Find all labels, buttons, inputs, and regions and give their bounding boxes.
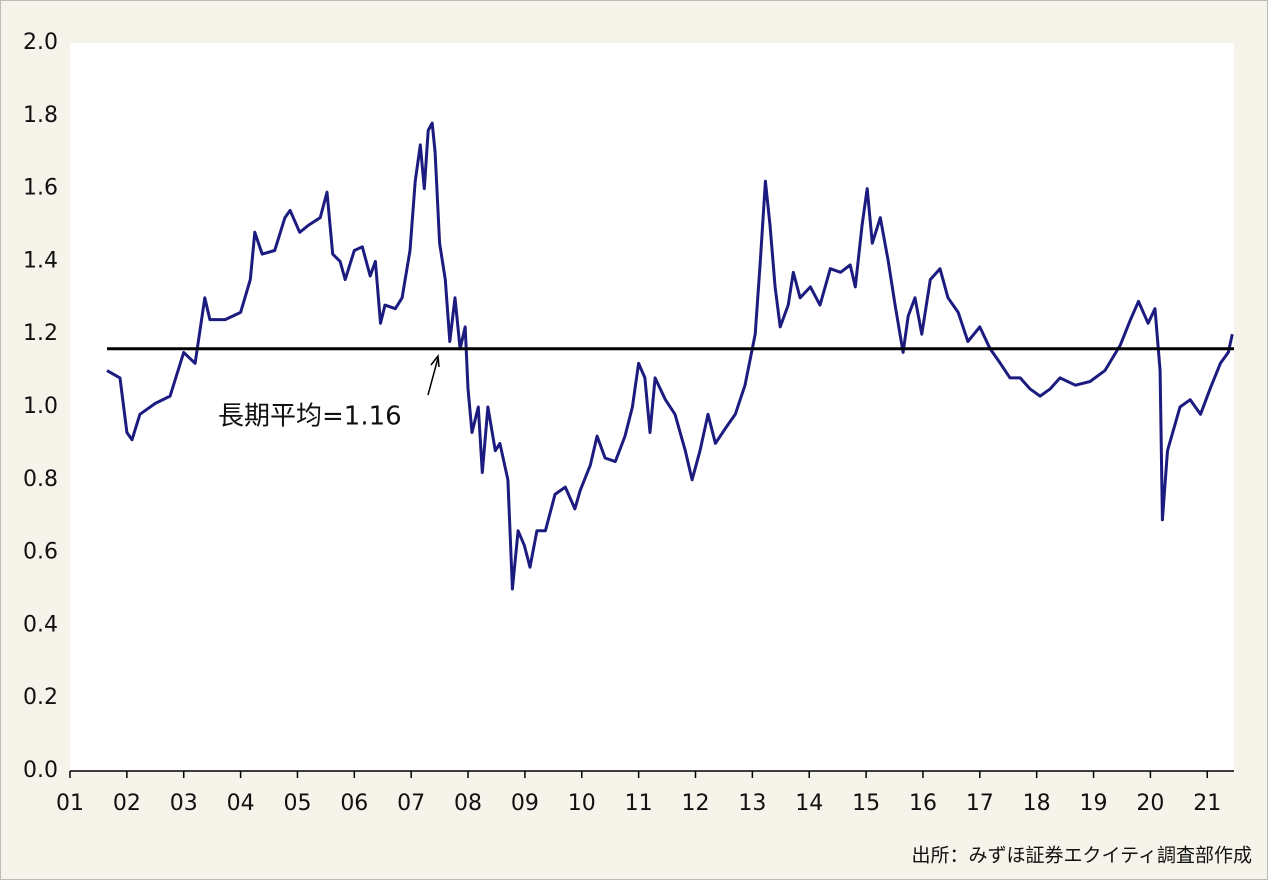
- x-tick-label: 21: [1193, 791, 1221, 816]
- x-tick-label: 13: [738, 791, 766, 816]
- x-tick-label: 09: [511, 791, 539, 816]
- x-tick-label: 18: [1023, 791, 1051, 816]
- y-tick-label: 0.4: [23, 612, 58, 637]
- y-tick-label: 0.6: [23, 540, 58, 565]
- arrow: [427, 357, 439, 396]
- x-tick-label: 16: [909, 791, 937, 816]
- y-tick-label: 1.2: [23, 321, 58, 346]
- x-tick-label: 19: [1080, 791, 1108, 816]
- source-note: 出所：みずほ証券エクイティ調査部作成: [912, 845, 1252, 867]
- x-tick-label: 04: [227, 791, 255, 816]
- y-tick-label: 1.4: [23, 248, 58, 273]
- x-tick-label: 15: [852, 791, 880, 816]
- y-tick-label: 1.8: [23, 103, 58, 128]
- x-tick-label: 01: [56, 791, 84, 816]
- x-tick-label: 11: [625, 791, 653, 816]
- x-tick-label: 07: [397, 791, 425, 816]
- y-tick-label: 0.2: [23, 685, 58, 710]
- y-tick-label: 0.8: [23, 467, 58, 492]
- x-tick-label: 05: [283, 791, 311, 816]
- data-line: [106, 121, 1234, 591]
- x-tick-label: 14: [795, 791, 823, 816]
- y-tick-label: 0.0: [23, 758, 58, 783]
- arrow-head: [430, 354, 440, 368]
- reference-label: 長期平均=1.16: [218, 402, 402, 432]
- x-tick-label: 10: [568, 791, 596, 816]
- x-tick-label: 12: [682, 791, 710, 816]
- x-tick-label: 08: [454, 791, 482, 816]
- y-tick-label: 1.0: [23, 394, 58, 419]
- y-tick-label: 2.0: [23, 30, 58, 55]
- x-tick-label: 06: [340, 791, 368, 816]
- x-tick-label: 02: [113, 791, 141, 816]
- x-tick-label: 03: [170, 791, 198, 816]
- x-tick-label: 20: [1136, 791, 1164, 816]
- x-tick-label: 17: [966, 791, 994, 816]
- y-tick-label: 1.6: [23, 176, 58, 201]
